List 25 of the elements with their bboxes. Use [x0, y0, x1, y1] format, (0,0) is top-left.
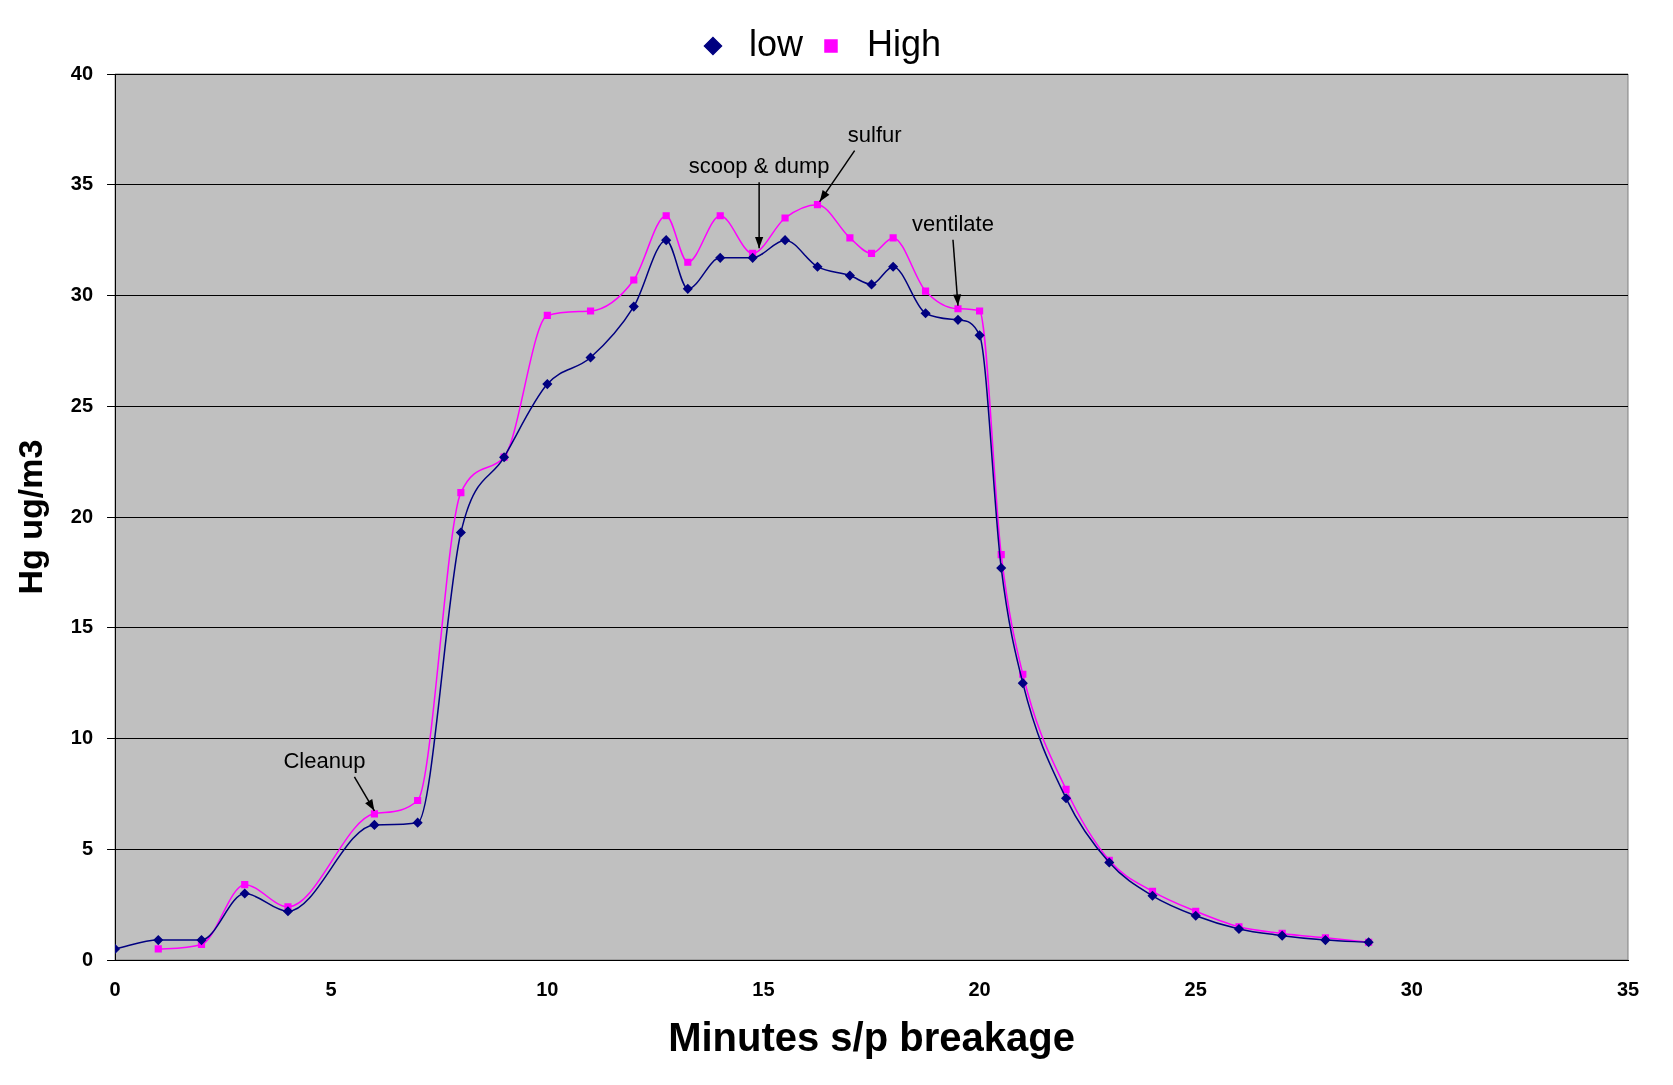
annotation: scoop & dump — [688, 153, 830, 179]
y-tick-label: 15 — [70, 615, 94, 638]
x-tick-label: 5 — [325, 977, 337, 1000]
x-tick-label: 10 — [536, 977, 559, 1000]
x-tick-label: 15 — [752, 977, 775, 1000]
y-tick-label: 40 — [70, 61, 94, 84]
y-tick-label: 20 — [70, 504, 94, 527]
y-tick-label: 10 — [70, 726, 94, 749]
y-tick-label: 35 — [70, 172, 94, 195]
x-tick-label: 30 — [1400, 977, 1423, 1000]
annotation: sulfur — [847, 121, 902, 147]
legend-label: low — [748, 22, 804, 64]
x-tick-label: 0 — [109, 977, 121, 1000]
y-axis-title: Hg ug/m3 — [10, 439, 49, 595]
x-tick-label: 25 — [1184, 977, 1207, 1000]
annotation: Cleanup — [283, 747, 366, 773]
y-tick-label: 30 — [70, 283, 94, 306]
legend-label: High — [866, 22, 942, 64]
x-axis-title: Minutes s/p breakage — [668, 1015, 1075, 1060]
y-tick-label: 25 — [70, 393, 94, 416]
annotation: ventilate — [912, 210, 994, 236]
y-tick-label: 0 — [81, 947, 94, 970]
y-tick-label: 5 — [81, 836, 94, 859]
x-tick-label: 35 — [1616, 977, 1640, 1000]
x-tick-label: 20 — [968, 977, 991, 1000]
